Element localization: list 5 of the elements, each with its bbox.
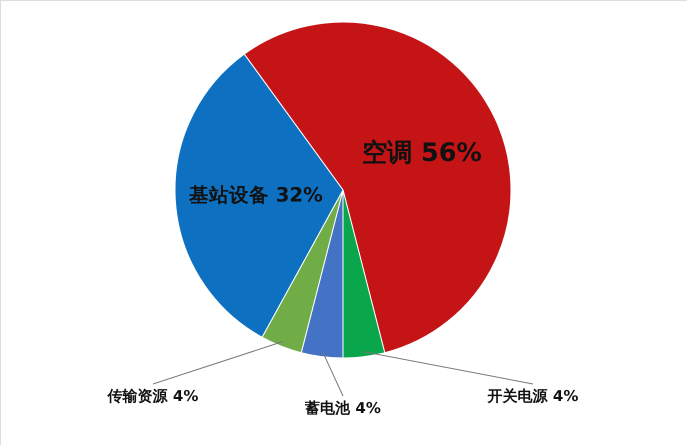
slice-label: 蓄电池 4% — [304, 399, 381, 417]
slice-label: 基站设备 32% — [188, 183, 324, 206]
slice-label: 空调 56% — [362, 136, 482, 167]
slice-label: 传输资源 4% — [106, 387, 198, 405]
slice-label: 开关电源 4% — [486, 387, 578, 405]
